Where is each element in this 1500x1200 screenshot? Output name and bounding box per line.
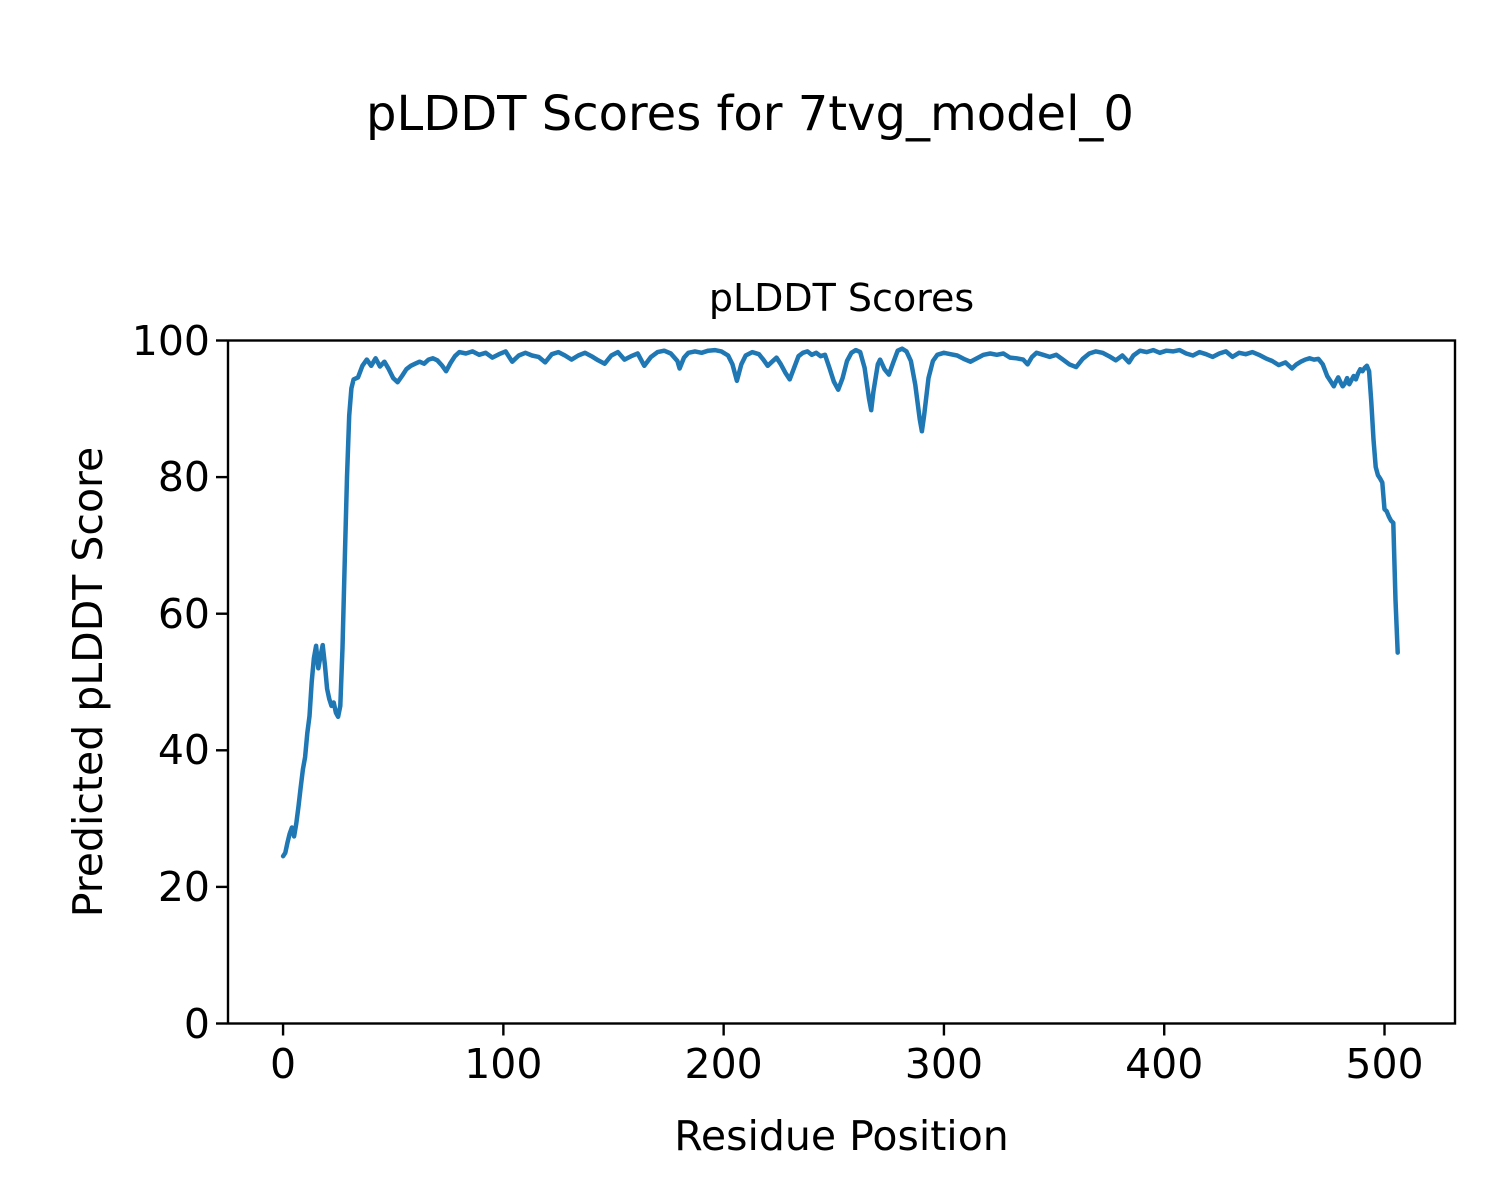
x-tick-label: 0 — [270, 1040, 297, 1088]
x-tick-label: 500 — [1345, 1040, 1424, 1088]
plot-border — [226, 339, 1457, 1025]
figure-suptitle: pLDDT Scores for 7tvg_model_0 — [366, 86, 1134, 142]
tick-marks — [216, 339, 1386, 1036]
x-tick-label: 400 — [1125, 1040, 1204, 1088]
x-tick-label: 200 — [684, 1040, 763, 1088]
y-tick-label: 0 — [183, 999, 210, 1048]
x-tick-label: 100 — [464, 1040, 543, 1088]
y-tick-label: 60 — [157, 589, 210, 638]
x-axis-label: Residue Position — [674, 1112, 1009, 1160]
y-tick-label: 80 — [157, 453, 210, 502]
y-tick-label: 40 — [157, 726, 210, 775]
x-tick-label: 300 — [904, 1040, 984, 1088]
axes-title: pLDDT Scores — [708, 276, 975, 320]
y-axis-label: Predicted pLDDT Score — [64, 446, 112, 918]
y-tick-label: 100 — [131, 316, 210, 365]
plddt-line — [280, 346, 1400, 859]
y-tick-label: 20 — [157, 862, 210, 911]
